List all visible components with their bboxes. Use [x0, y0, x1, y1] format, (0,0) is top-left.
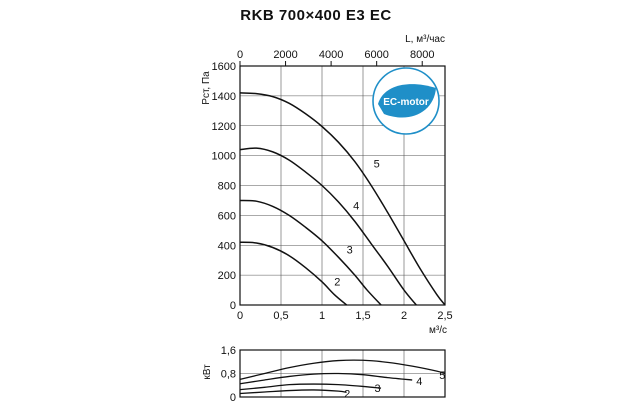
top-x-axis-label: L, м³/час: [405, 34, 445, 45]
pressure-y-axis-label: Рст, Па: [201, 71, 212, 105]
top-x-tick-label: 2000: [273, 49, 297, 61]
top-x-tick-label: 4000: [319, 49, 343, 61]
power-curve-2: [239, 389, 347, 395]
pressure-curve-label-4: 4: [353, 200, 359, 212]
power-y-axis-label: кВт: [202, 364, 213, 380]
power-y-tick-label: 0: [230, 392, 236, 404]
bottom-x-axis-label: м³/с: [429, 325, 447, 336]
pressure-y-tick-label: 1000: [212, 151, 236, 163]
pressure-axes: 0 0,5 1 1,5 2 2,5 0 200 400 600 800 1000 1200 1400 160…: [212, 49, 453, 322]
power-curve-label-2: 2: [344, 388, 350, 400]
pressure-x-tick-label: 2: [401, 310, 407, 322]
pressure-x-tick-label: 1,5: [355, 310, 370, 322]
power-curve-label-5: 5: [439, 370, 445, 382]
pressure-y-tick-label: 0: [230, 300, 236, 312]
pressure-x-tick-label: 1: [319, 310, 325, 322]
power-y-tick-label: 0,8: [221, 369, 236, 381]
pressure-y-tick-label: 600: [218, 210, 236, 222]
pressure-curve-3: [239, 199, 382, 306]
power-axes: 0 0,8 1,6: [221, 345, 446, 404]
pressure-y-tick-label: 1200: [212, 121, 236, 133]
top-x-tick-label: 8000: [410, 49, 434, 61]
power-curve-label-4: 4: [416, 376, 422, 388]
pressure-y-tick-label: 200: [218, 270, 236, 282]
top-x-tick-label: 6000: [364, 49, 388, 61]
pressure-curve-4: [239, 147, 417, 306]
power-curve-4: [239, 372, 413, 385]
power-curve-3: [239, 383, 382, 391]
pressure-y-tick-label: 800: [218, 181, 236, 193]
pressure-curve-5: [239, 92, 446, 306]
top-x-tick-label: 0: [237, 49, 243, 61]
pressure-y-tick-label: 1600: [212, 61, 236, 73]
power-y-tick-label: 1,6: [221, 345, 236, 357]
pressure-y-tick-label: 400: [218, 240, 236, 252]
pressure-curve-2: [239, 241, 348, 306]
pressure-curve-label-5: 5: [374, 159, 380, 171]
pressure-curve-label-3: 3: [347, 244, 353, 256]
pressure-x-tick-label: 2,5: [437, 310, 452, 322]
pressure-curves: 2 3 4 5: [239, 92, 446, 306]
pressure-x-tick-label: 0,5: [273, 310, 288, 322]
leaf-icon: [378, 84, 436, 118]
chart-title: RKB 700×400 E3 EC: [240, 7, 392, 24]
ec-motor-badge: EC-motor: [372, 67, 440, 135]
pressure-x-tick-label: 0: [237, 310, 243, 322]
badge-label: EC-motor: [383, 97, 429, 108]
power-curve-label-3: 3: [374, 383, 380, 395]
pressure-curve-label-2: 2: [334, 277, 340, 289]
pressure-plot-frame: [239, 65, 446, 306]
pressure-y-tick-label: 1400: [212, 91, 236, 103]
power-curve-5: [239, 359, 446, 381]
power-curves: 2 3 4 5: [239, 359, 446, 400]
